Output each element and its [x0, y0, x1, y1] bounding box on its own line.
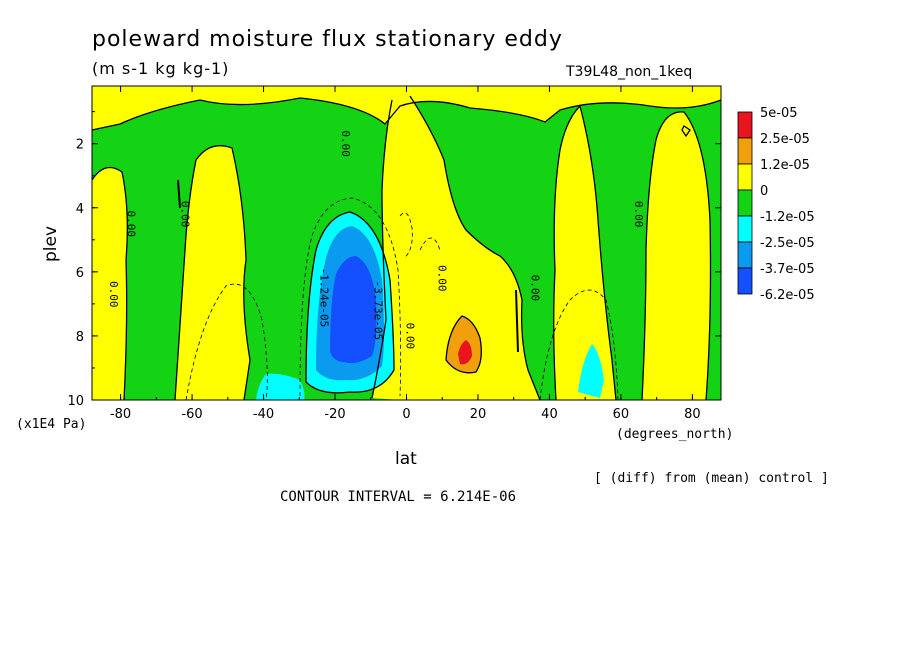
contour-value-label: 0.00 [107, 281, 120, 308]
legend-swatch [737, 189, 753, 217]
filled-contours [92, 86, 721, 400]
legend-swatch [737, 163, 753, 191]
y-tick-label: 10 [67, 394, 84, 409]
contour-value-label: 0.00 [632, 201, 645, 228]
y-axis-label: plev [41, 226, 61, 262]
region-positive-core [458, 340, 472, 365]
diff-note: [ (diff) from (mean) control ] [594, 471, 829, 486]
y-tick-label: 6 [76, 266, 84, 281]
x-tick-label: -40 [253, 407, 274, 422]
plot-area: 0.00 0.00 0.00 0.00 -1.24e-05 -3.73e-05 0.00 0.… [67, 85, 722, 422]
y-axis-units: (x1E4 Pa) [16, 417, 86, 432]
contour-lines [91, 95, 722, 401]
legend-swatch [737, 241, 753, 269]
x-tick-label: 60 [613, 407, 630, 422]
legend-label: 0 [760, 184, 768, 199]
x-axis-ticks: -80 -60 -40 -20 0 20 40 60 80 [110, 86, 701, 422]
region-negative-sfc-south [256, 373, 305, 400]
x-axis-label: lat [395, 449, 417, 469]
y-tick-label: 8 [76, 330, 84, 345]
contour-value-label: 0.00 [529, 275, 542, 302]
x-tick-label: -80 [110, 407, 131, 422]
legend-label: -2.5e-05 [760, 236, 815, 251]
x-tick-label: 20 [470, 407, 487, 422]
region-equator-positive [372, 96, 540, 400]
region-smid-positive [175, 145, 250, 400]
x-tick-label: -60 [181, 407, 202, 422]
chart-title: poleward moisture flux stationary eddy [92, 27, 563, 52]
contour-interval: CONTOUR INTERVAL = 6.214E-06 [280, 489, 516, 505]
contour-value-label: -3.73e-05 [371, 280, 384, 340]
legend-label: -1.2e-05 [760, 210, 815, 225]
legend-swatch [737, 215, 753, 243]
y-axis-ticks: 2 4 6 8 10 [67, 111, 721, 409]
contour-value-label: 0.00 [436, 265, 449, 292]
legend-swatch [737, 111, 753, 139]
region-nmid-positive [553, 106, 616, 400]
legend-swatch [737, 267, 753, 295]
region-top-positive [92, 86, 721, 130]
contour-value-label: 0.00 [339, 130, 352, 157]
region-npolar-positive [642, 111, 711, 400]
contour-value-label: 0.00 [178, 201, 191, 228]
x-tick-label: 40 [541, 407, 558, 422]
x-axis-units: (degrees_north) [616, 427, 733, 442]
region-negative-sfc-north [578, 344, 604, 398]
contour-value-labels: 0.00 0.00 0.00 0.00 -1.24e-05 -3.73e-05 0.00 0.… [107, 130, 645, 349]
legend-label: -3.7e-05 [760, 262, 815, 277]
legend-label: -6.2e-05 [760, 288, 815, 303]
legend-label: 2.5e-05 [760, 132, 810, 147]
run-id: T39L48_non_1keq [565, 64, 692, 80]
x-tick-label: -20 [324, 407, 345, 422]
contour-value-label: -1.24e-05 [318, 268, 331, 328]
legend-label: 1.2e-05 [760, 158, 810, 173]
region-spolar-positive [92, 167, 128, 400]
legend-label: 5e-05 [760, 106, 798, 121]
legend-swatch [737, 137, 753, 165]
contour-value-label: 0.00 [404, 323, 417, 350]
x-tick-label: 80 [684, 407, 701, 422]
region-negative-core [330, 256, 377, 364]
y-tick-label: 4 [76, 202, 84, 217]
x-tick-label: 0 [402, 407, 410, 422]
contour-value-label: 0.00 [125, 211, 138, 238]
color-legend: 5e-05 2.5e-05 1.2e-05 0 -1.2e-05 -2.5e-05 -3.7… [737, 106, 815, 303]
dashed-contours [185, 197, 619, 401]
chart-units: (m s-1 kg kg-1) [92, 59, 229, 78]
y-tick-label: 2 [76, 138, 84, 153]
